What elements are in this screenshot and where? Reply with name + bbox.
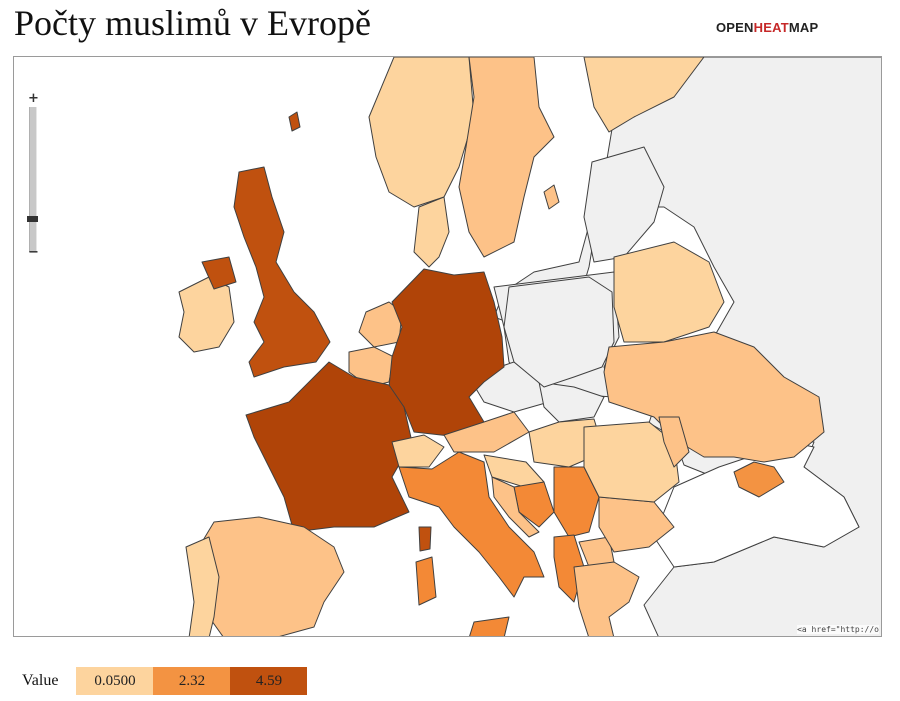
crimea[interactable] xyxy=(733,461,785,498)
zoom-out-button[interactable]: − xyxy=(28,245,39,260)
map-viewport[interactable]: + − <a href="http://o xyxy=(13,56,882,637)
sweden[interactable] xyxy=(458,57,555,258)
legend: Value 0.0500 2.32 4.59 xyxy=(22,666,308,696)
legend-label: Value xyxy=(22,672,59,689)
greece[interactable] xyxy=(573,561,640,637)
croatia[interactable] xyxy=(491,476,540,538)
zoom-in-button[interactable]: + xyxy=(28,91,39,106)
logo-part-open: OPEN xyxy=(716,20,754,35)
legend-value-mid: 2.32 xyxy=(178,672,206,689)
sicily[interactable] xyxy=(469,616,510,637)
legend-value-high: 4.59 xyxy=(255,672,283,689)
page-title: Počty muslimů v Evropě xyxy=(14,3,371,43)
germany[interactable] xyxy=(388,268,505,438)
portugal[interactable] xyxy=(185,536,220,637)
slovakia-no-data[interactable] xyxy=(538,381,605,423)
legend-swatch-low: 0.0500 xyxy=(76,667,154,695)
belarus[interactable] xyxy=(613,241,725,343)
faroe-islands[interactable] xyxy=(288,111,301,132)
legend-swatch-mid: 2.32 xyxy=(153,667,231,695)
ireland[interactable] xyxy=(178,276,235,353)
romania[interactable] xyxy=(583,421,680,503)
openheatmap-logo[interactable]: OPENHEATMAP xyxy=(716,20,818,35)
moldova[interactable] xyxy=(658,416,690,468)
corsica[interactable] xyxy=(418,526,432,552)
norway[interactable] xyxy=(368,57,475,208)
great-britain[interactable] xyxy=(233,166,331,378)
baltic-no-data[interactable] xyxy=(583,146,665,263)
finland-region-low[interactable] xyxy=(583,57,705,133)
logo-part-map: MAP xyxy=(788,20,819,35)
denmark[interactable] xyxy=(413,196,450,268)
italy[interactable] xyxy=(398,451,545,598)
spain[interactable] xyxy=(198,516,345,637)
legend-swatch-high: 4.59 xyxy=(230,667,308,695)
gotland[interactable] xyxy=(543,184,560,210)
map-attribution[interactable]: <a href="http://o xyxy=(797,625,879,634)
poland[interactable] xyxy=(503,276,615,388)
zoom-slider-handle[interactable] xyxy=(27,216,38,222)
sardinia[interactable] xyxy=(415,556,437,606)
zoom-slider-track[interactable] xyxy=(29,107,37,252)
france[interactable] xyxy=(245,361,413,533)
legend-value-low: 0.0500 xyxy=(94,672,136,689)
logo-part-heat: HEAT xyxy=(753,20,789,35)
northern-ireland[interactable] xyxy=(201,256,237,290)
switzerland[interactable] xyxy=(391,434,445,468)
europe-map[interactable] xyxy=(14,57,882,637)
ukraine[interactable] xyxy=(603,331,825,463)
